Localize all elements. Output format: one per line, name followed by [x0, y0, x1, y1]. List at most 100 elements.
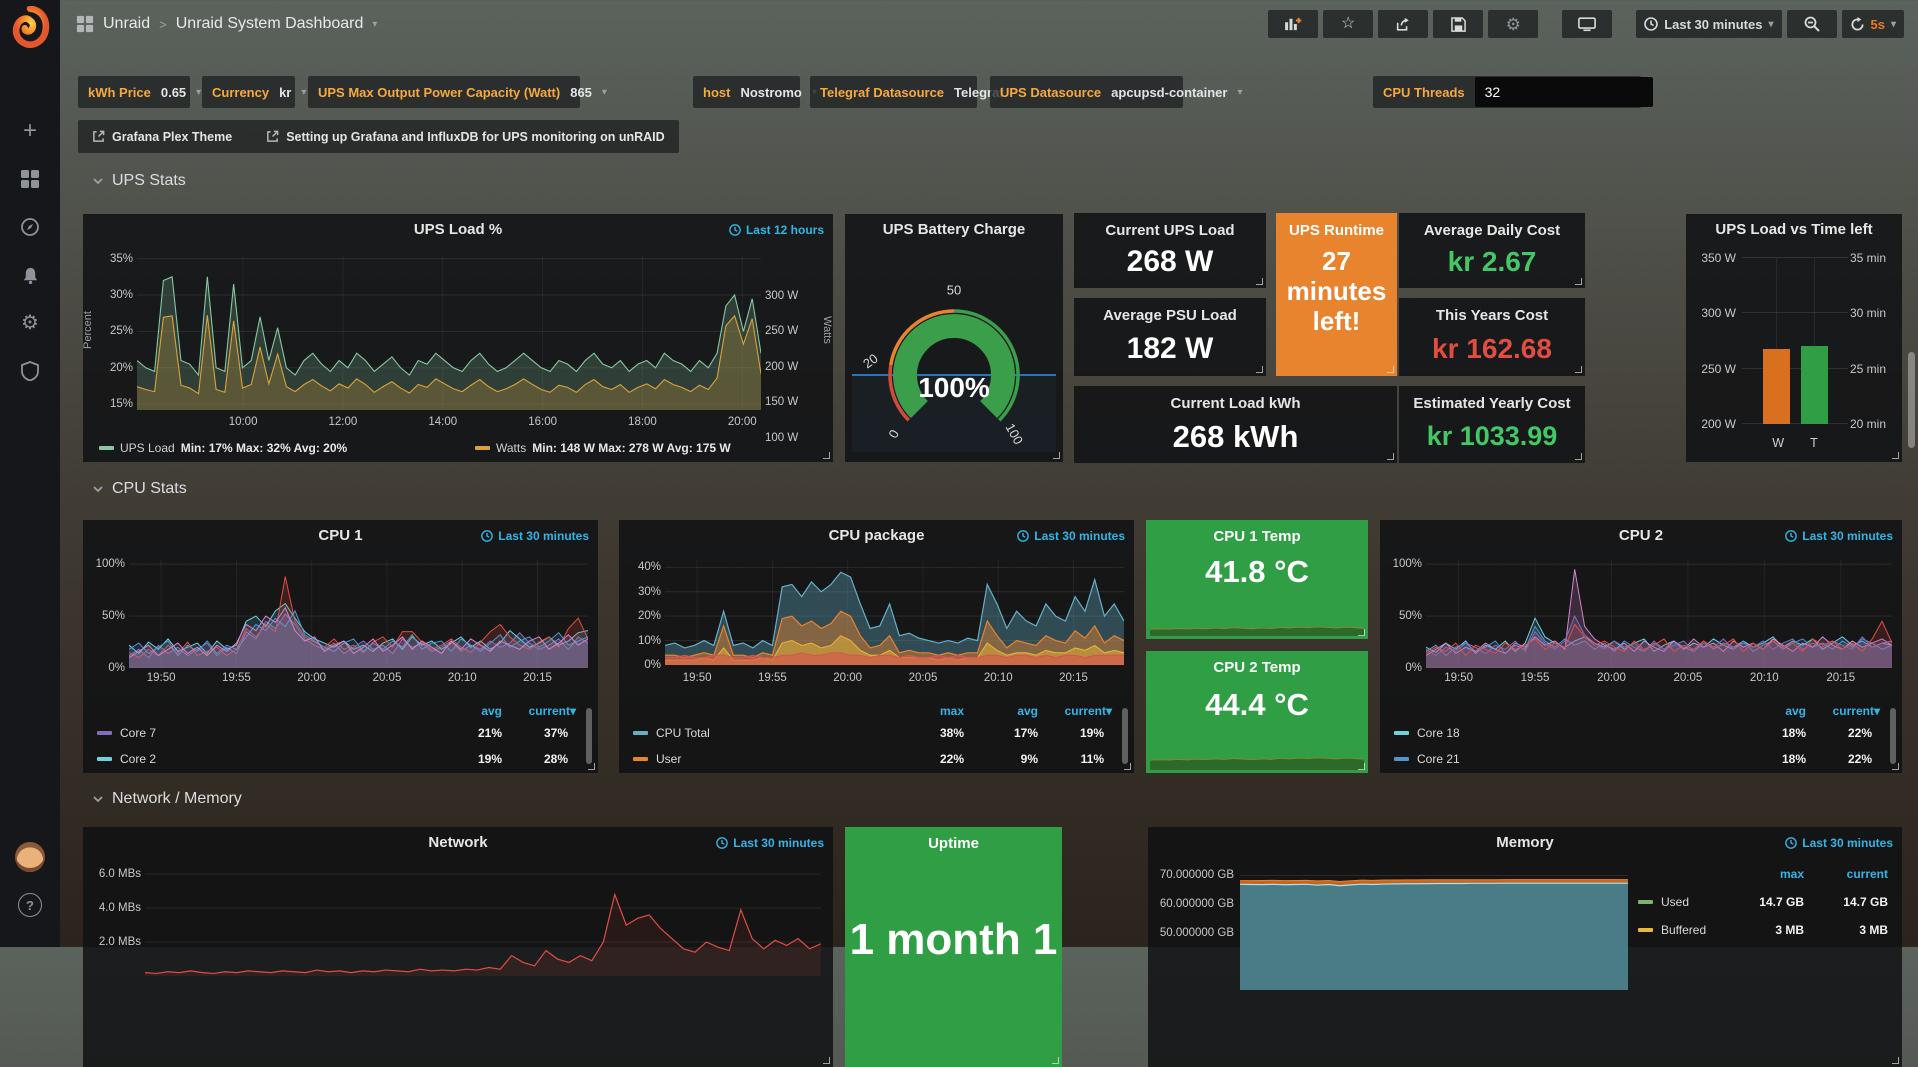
legend-row: Core 18 18% 22%	[1394, 726, 1902, 740]
legend-col-current[interactable]: current	[1846, 867, 1888, 881]
panel-title[interactable]: CPU 2	[1618, 527, 1664, 544]
alerting-bell-icon[interactable]	[0, 256, 60, 294]
section-network-memory[interactable]: Network / Memory	[92, 790, 242, 808]
variable-value[interactable]: 865	[570, 84, 592, 100]
panel-timerange[interactable]: Last 30 minutes	[1785, 836, 1893, 850]
stat-title[interactable]: UPS Runtime	[1288, 222, 1384, 239]
bar-w[interactable]	[1762, 348, 1790, 424]
admin-shield-icon[interactable]	[0, 352, 60, 390]
bar-t[interactable]	[1800, 346, 1828, 424]
panel-timerange[interactable]: Last 12 hours	[729, 223, 824, 237]
stat-title[interactable]: Current Load kWh	[1170, 395, 1301, 412]
external-link-icon	[267, 130, 279, 142]
panel-title[interactable]: CPU 1 Temp	[1213, 528, 1301, 545]
chart-svg	[665, 560, 1124, 665]
panel-timerange[interactable]: Last 30 minutes	[1785, 529, 1893, 543]
stat-title[interactable]: Current UPS Load	[1105, 222, 1235, 239]
y-axis-label-right: Watts	[821, 316, 833, 344]
time-picker[interactable]: Last 30 minutes ▾	[1636, 10, 1782, 38]
panel-title[interactable]: UPS Battery Charge	[882, 221, 1026, 238]
title-caret-icon[interactable]: ▾	[372, 18, 378, 30]
y-tick-label: 30%	[109, 289, 133, 302]
save-button[interactable]	[1433, 10, 1484, 38]
panel-timerange[interactable]: Last 30 minutes	[481, 529, 589, 543]
star-button[interactable]: ☆	[1323, 10, 1374, 38]
explore-icon[interactable]	[0, 208, 60, 246]
refresh-interval[interactable]: 5s	[1870, 16, 1885, 32]
variable-value[interactable]: 0.65	[160, 84, 187, 100]
section-ups-stats[interactable]: UPS Stats	[92, 172, 186, 190]
memory-chart[interactable]	[1240, 864, 1628, 990]
stat-title[interactable]: This Years Cost	[1435, 307, 1549, 324]
y-axis-right: 300 W 250 W 200 W 150 W 100 W	[765, 255, 807, 444]
cpu-package-chart[interactable]	[665, 560, 1124, 665]
dashboards-icon[interactable]	[0, 160, 60, 198]
legend-col-max[interactable]: max	[1779, 867, 1804, 881]
zoom-out-button[interactable]	[1786, 10, 1837, 38]
page-title[interactable]: Unraid System Dashboard	[175, 15, 364, 32]
battery-gauge[interactable]: 0 20 50 100	[845, 240, 1063, 462]
variable-value[interactable]: apcupsd-container	[1111, 84, 1228, 100]
section-cpu-stats[interactable]: CPU Stats	[92, 480, 187, 498]
panel-title[interactable]: Uptime	[928, 835, 979, 852]
stat-title[interactable]: Average Daily Cost	[1423, 222, 1561, 239]
tv-mode-button[interactable]	[1562, 10, 1613, 38]
dashboard-grid-icon[interactable]	[76, 15, 94, 33]
link-ups-monitoring-guide[interactable]: Setting up Grafana and InfluxDB for UPS …	[266, 130, 665, 144]
legend-col-avg[interactable]: avg	[481, 704, 502, 718]
stat-title[interactable]: Estimated Yearly Cost	[1413, 395, 1571, 412]
cpu2-chart[interactable]	[1426, 560, 1892, 668]
configuration-gear-icon[interactable]: ⚙	[21, 312, 39, 334]
stat-title[interactable]: Average PSU Load	[1103, 307, 1237, 324]
chevron-down-icon[interactable]: ▾	[196, 86, 202, 98]
link-grafana-plex-theme[interactable]: Grafana Plex Theme	[92, 130, 232, 144]
user-avatar[interactable]	[0, 838, 60, 876]
clock-icon	[1785, 530, 1798, 542]
panel-title[interactable]: CPU package	[828, 527, 925, 544]
y-tick-label: 20%	[109, 361, 133, 374]
breadcrumb: Unraid > Unraid System Dashboard ▾	[76, 15, 377, 33]
page-scrollbar[interactable]	[1908, 352, 1915, 448]
panel-title[interactable]: CPU 2 Temp	[1213, 659, 1301, 676]
chevron-down-icon[interactable]: ▾	[301, 86, 307, 98]
chevron-down-icon[interactable]: ▾	[1237, 86, 1243, 98]
x-tick-label: 20:00	[727, 416, 757, 428]
variable-value[interactable]: kr	[279, 84, 292, 100]
y-tick-label: 2.0 MBs	[98, 936, 141, 949]
legend-col-current[interactable]: current▾	[528, 704, 576, 718]
panel-timerange[interactable]: Last 30 minutes	[1017, 529, 1125, 543]
legend-swatch	[1638, 928, 1653, 932]
panel-title[interactable]: UPS Load %	[413, 221, 503, 238]
ups-load-chart[interactable]	[137, 255, 761, 410]
variable-value[interactable]: Nostromo	[740, 84, 802, 100]
legend-scrollbar[interactable]	[1890, 708, 1896, 764]
legend-scrollbar[interactable]	[1122, 708, 1128, 764]
x-tick-label: 19:55	[758, 672, 787, 684]
x-tick-label: 18:00	[628, 416, 657, 428]
legend-col-max[interactable]: max	[939, 704, 964, 718]
refresh-button[interactable]: 5s ▾	[1841, 10, 1904, 38]
cpu-threads-input[interactable]	[1474, 77, 1653, 107]
chevron-down-icon[interactable]: ▾	[601, 86, 607, 98]
panel-title[interactable]: Network	[428, 834, 488, 851]
add-panel-button[interactable]	[1268, 10, 1319, 38]
panel-timerange[interactable]: Last 30 minutes	[716, 836, 824, 850]
legend-col-avg[interactable]: avg	[1785, 704, 1806, 718]
share-button[interactable]	[1378, 10, 1429, 38]
network-chart[interactable]	[145, 864, 821, 976]
legend-col-current[interactable]: current▾	[1064, 704, 1112, 718]
help-icon[interactable]: ?	[0, 886, 60, 924]
legend-col-current[interactable]: current▾	[1832, 704, 1880, 718]
settings-gear-button[interactable]: ⚙	[1488, 10, 1539, 38]
breadcrumb-app[interactable]: Unraid	[103, 15, 151, 32]
legend-scrollbar[interactable]	[586, 708, 592, 764]
panel-title[interactable]: Memory	[1496, 834, 1554, 851]
variable-label: UPS Max Output Power Capacity (Watt)	[318, 84, 561, 100]
cpu1-chart[interactable]	[129, 560, 588, 668]
panel-title[interactable]: CPU 1	[318, 527, 363, 544]
grafana-logo-icon[interactable]	[8, 5, 52, 48]
legend-col-avg[interactable]: avg	[1017, 704, 1038, 718]
panel-title[interactable]: UPS Load vs Time left	[1715, 221, 1873, 238]
add-icon[interactable]: +	[22, 117, 37, 144]
